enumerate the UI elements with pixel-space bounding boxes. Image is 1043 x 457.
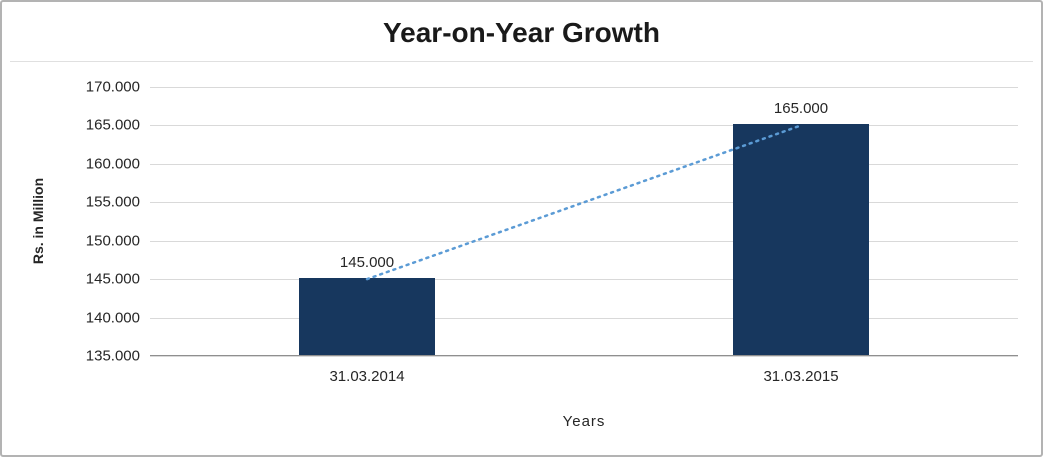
y-tick-label: 165.000 (85, 116, 140, 134)
plot-area: 145.000 165.000 (150, 87, 1018, 357)
gridline (150, 279, 1018, 281)
y-tick-label: 140.000 (85, 309, 140, 327)
gridline (150, 163, 1018, 165)
gridline (150, 356, 1018, 357)
bar-value-label: 165.000 (773, 100, 829, 118)
gridline (150, 125, 1018, 127)
y-tick-label: 145.000 (85, 270, 140, 288)
gridline (150, 87, 1018, 88)
bar (733, 124, 869, 355)
y-tick-label: 155.000 (85, 193, 140, 211)
bar-value-label: 145.000 (339, 254, 395, 272)
x-axis-title: Years (562, 413, 606, 430)
x-tick-label: 31.03.2015 (763, 368, 839, 385)
x-tick-label: 31.03.2014 (329, 368, 405, 385)
gridline (150, 317, 1018, 319)
gridline (150, 240, 1018, 242)
y-tick-label: 170.000 (85, 78, 140, 96)
y-axis-tick-labels: 170.000 165.000 160.000 155.000 150.000 145.0… (2, 79, 140, 365)
y-tick-label: 150.000 (85, 232, 140, 250)
y-tick-label: 135.000 (85, 347, 140, 365)
y-tick-label: 160.000 (85, 155, 140, 173)
trendline (365, 124, 803, 281)
chart-region: Rs. in Million 170.000 165.000 160.000 155.… (2, 65, 1041, 455)
bar (299, 278, 435, 355)
chart-title: Year-on-Year Growth (10, 2, 1033, 62)
